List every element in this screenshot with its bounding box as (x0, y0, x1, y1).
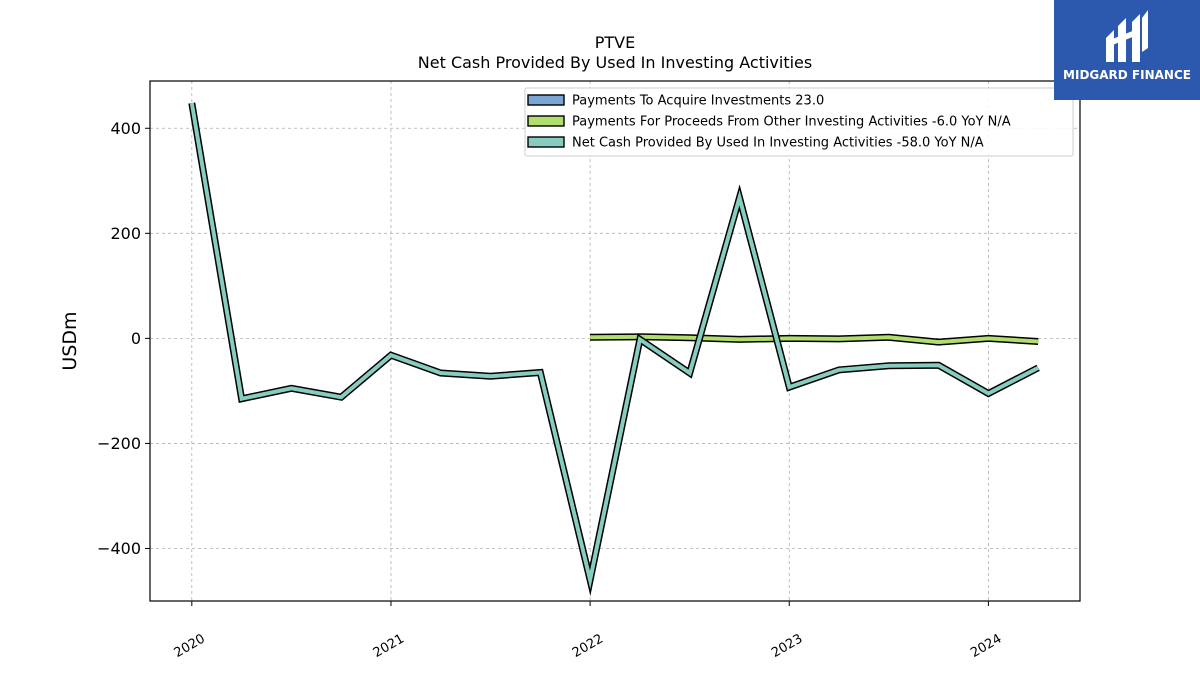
logo-text: MIDGARD FINANCE (1063, 68, 1191, 82)
x-tick-label: 2022 (570, 631, 606, 661)
x-axis: 2020 2021 2022 2023 2024 (172, 601, 1004, 661)
legend-swatch-1 (527, 115, 565, 127)
chart-subtitle: Net Cash Provided By Used In Investing A… (418, 53, 812, 72)
y-tick-label: 200 (110, 224, 141, 243)
series-lines (188, 102, 1040, 597)
y-tick-label: 400 (110, 119, 141, 138)
y-axis-label: USDm (59, 311, 81, 370)
y-tick-label: −200 (97, 434, 141, 453)
series-line-2 (189, 102, 1040, 590)
midgard-finance-logo: MIDGARD FINANCE (1054, 0, 1200, 100)
legend-swatch-2 (527, 136, 565, 148)
legend-box (524, 87, 1074, 157)
y-axis: −400 −200 0 200 400 (97, 119, 150, 558)
legend-entry-2: Net Cash Provided By Used In Investing A… (572, 136, 984, 151)
y-tick-label: 0 (131, 329, 141, 348)
midgard-logo-icon (1106, 10, 1148, 62)
legend-entry-1: Payments For Proceeds From Other Investi… (572, 115, 1011, 130)
x-tick-label: 2023 (769, 631, 805, 661)
legend: Payments To Acquire Investments 23.0 Paym… (524, 87, 1074, 157)
x-tick-label: 2024 (968, 631, 1004, 661)
x-tick-label: 2020 (172, 631, 208, 661)
legend-swatch-0 (527, 94, 565, 106)
chart-title: PTVE (595, 33, 635, 52)
legend-entry-0: Payments To Acquire Investments 23.0 (572, 94, 824, 109)
series-line-1 (590, 334, 1039, 345)
y-tick-label: −400 (97, 539, 141, 558)
plot-frame (149, 80, 1081, 602)
x-tick-label: 2021 (371, 631, 407, 661)
